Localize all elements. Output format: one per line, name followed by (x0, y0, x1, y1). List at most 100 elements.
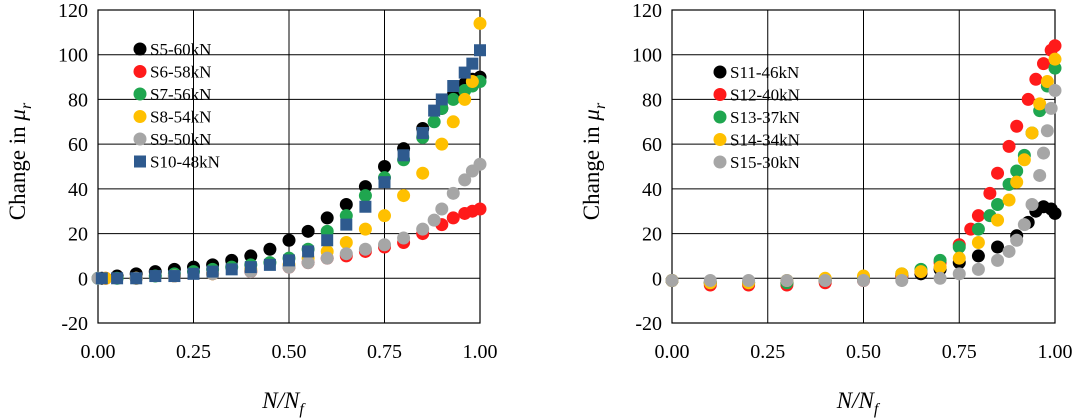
data-point (397, 231, 411, 245)
y-tick-label: 120 (632, 0, 662, 22)
data-point (378, 176, 391, 189)
data-point (358, 180, 372, 194)
data-point (358, 189, 372, 203)
data-point (1040, 124, 1054, 138)
series-S15-30kN (665, 83, 1062, 288)
data-point (447, 80, 460, 93)
data-point (187, 267, 200, 280)
data-point (446, 186, 460, 200)
y-tick-label: 0 (78, 268, 88, 290)
data-point (428, 104, 441, 117)
data-point (1002, 139, 1016, 153)
legend-label: S8-54kN (150, 108, 211, 127)
data-point (1017, 218, 1031, 232)
y-tick-label: 20 (68, 224, 88, 246)
legend-label: S11-46kN (730, 63, 799, 82)
legend: S11-46kN S12-40kN S13-37kN S14-34kN S15-30kN (713, 63, 800, 172)
data-point (983, 186, 997, 200)
data-point (1010, 164, 1024, 178)
x-tick-label: 1.00 (463, 341, 498, 363)
data-point (1025, 198, 1039, 212)
legend-marker (713, 133, 727, 146)
y-axis-label: Change in μr (5, 102, 35, 220)
legend-marker (133, 110, 147, 123)
data-point (416, 166, 430, 180)
legend-label: S12-40kN (730, 86, 800, 105)
data-point (971, 236, 985, 250)
x-tick-label: 0.25 (750, 341, 785, 363)
data-point (991, 253, 1005, 267)
y-tick-label: 40 (642, 179, 662, 201)
data-point (1037, 57, 1051, 71)
data-point (301, 224, 315, 238)
data-point (473, 16, 487, 30)
legend-marker (133, 132, 147, 146)
data-point (1021, 92, 1035, 106)
data-point (971, 222, 985, 236)
legend-marker (713, 110, 727, 124)
x-tick-label: 0.00 (655, 341, 690, 363)
data-point (971, 249, 985, 263)
y-tick-label: 100 (632, 45, 662, 67)
data-point (320, 211, 334, 225)
legend-label: S10-48kN (150, 153, 220, 172)
data-point (359, 200, 372, 213)
chart-panel-1: -20 0 20 40 60 80 100 120 0.00 0.25 0.50 0.75 1.00 N/… (5, 0, 498, 418)
legend-label: S9-50kN (150, 130, 211, 149)
x-tick-label: 1.00 (1038, 341, 1073, 363)
data-point (857, 274, 870, 288)
legend-label: S15-30kN (730, 153, 800, 172)
data-point (416, 126, 429, 139)
data-point (742, 274, 756, 288)
data-point (435, 202, 449, 216)
data-point (1048, 52, 1062, 66)
x-tick-label: 0.25 (176, 341, 211, 363)
data-point (168, 270, 181, 283)
data-point (466, 57, 479, 70)
x-tick-label: 0.50 (272, 341, 307, 363)
x-axis-label: N/Nf (836, 388, 881, 418)
data-point (971, 209, 985, 223)
data-point (340, 218, 353, 231)
data-point (1040, 75, 1054, 89)
legend-marker (133, 42, 147, 56)
data-point (358, 242, 372, 256)
chart-panel-2: -20 0 20 40 60 80 100 120 0.00 0.25 0.50 0.75 1.00 N/… (579, 0, 1073, 418)
x-tick-label: 0.75 (367, 341, 402, 363)
data-point (1002, 193, 1016, 207)
y-tick-label: 80 (68, 89, 88, 111)
data-point (244, 249, 258, 263)
x-tick-label: 0.75 (942, 341, 977, 363)
y-tick-label: 20 (642, 224, 662, 246)
data-point (1048, 39, 1062, 53)
data-point (225, 263, 238, 276)
data-point (320, 251, 334, 265)
data-point (818, 274, 832, 288)
data-point (952, 251, 966, 265)
data-point (991, 198, 1005, 212)
data-point (1029, 72, 1043, 86)
x-axis-label: N/Nf (261, 388, 306, 418)
data-point (446, 92, 460, 106)
data-point (473, 202, 487, 216)
data-point (446, 211, 460, 225)
data-point (1044, 101, 1058, 115)
data-point (282, 233, 296, 247)
data-point (283, 254, 295, 267)
data-point (435, 93, 448, 106)
data-point (149, 270, 162, 283)
data-point (1033, 168, 1047, 182)
data-point (952, 267, 966, 281)
data-point (206, 265, 219, 278)
x-tick-label: 0.00 (81, 341, 116, 363)
x-tick-label: 0.50 (846, 341, 881, 363)
data-point (378, 209, 391, 223)
y-tick-label: 60 (642, 134, 662, 156)
legend: S5-60kN S6-58kN S7-56kN S8-54kN S9-50kN S10-4… (133, 40, 220, 172)
y-tick-label: 0 (652, 268, 662, 290)
data-point (339, 247, 353, 261)
y-tick-label: -20 (635, 313, 662, 335)
y-tick-label: 60 (68, 134, 88, 156)
legend-marker (713, 88, 727, 101)
legend-label: S5-60kN (150, 40, 211, 59)
